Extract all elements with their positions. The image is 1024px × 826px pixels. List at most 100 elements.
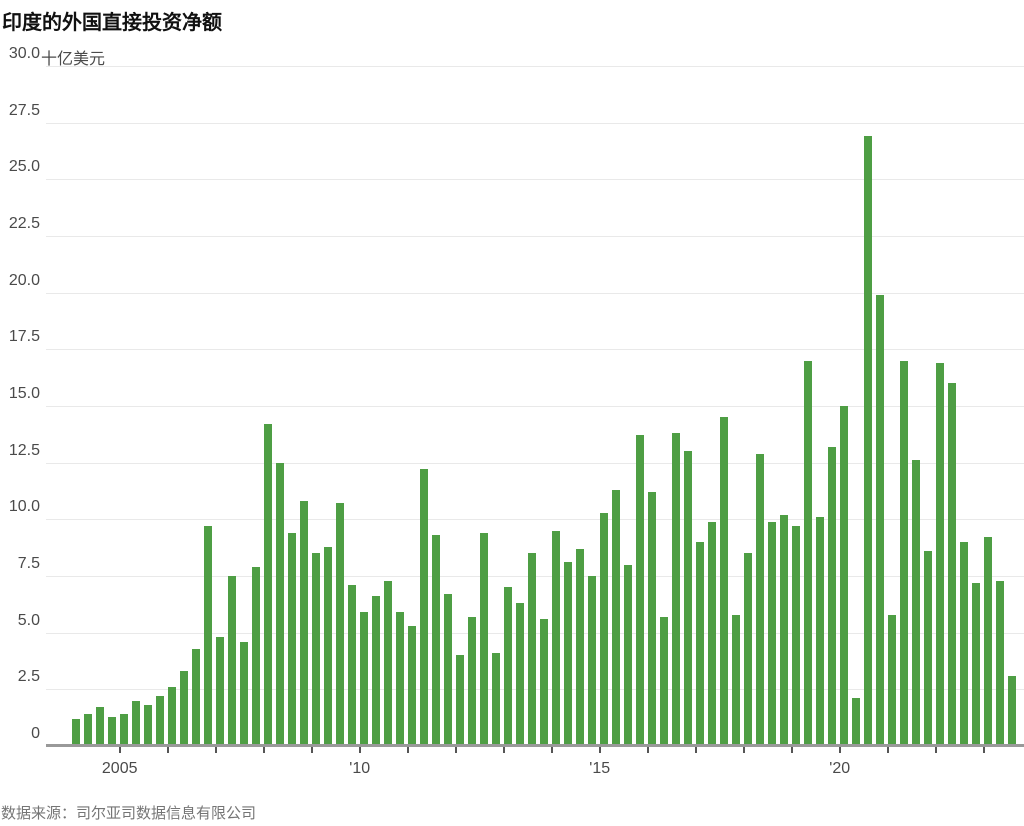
bar-2010-q1[interactable] [359, 612, 368, 746]
bar-2009-q2[interactable] [323, 546, 332, 746]
bar-2011-q1[interactable] [407, 625, 416, 746]
bar-2021-q4[interactable] [923, 551, 932, 746]
bar-2007-q3[interactable] [239, 641, 248, 746]
bar-2008-q2[interactable] [275, 462, 284, 746]
x-tick-2019 [790, 747, 793, 753]
bar-2012-q3[interactable] [479, 532, 488, 746]
bar-2022-q2[interactable] [947, 383, 956, 746]
bar-2019-q3[interactable] [815, 517, 824, 746]
bar-2010-q4[interactable] [395, 612, 404, 746]
bar-2022-q3[interactable] [959, 542, 968, 746]
bar-2013-q4[interactable] [539, 619, 548, 746]
bar-2019-q1[interactable] [791, 526, 800, 746]
bar-2004-q2[interactable] [83, 714, 92, 746]
x-tick-2015 [598, 747, 601, 753]
bar-2013-q3[interactable] [527, 553, 536, 746]
bar-2011-q2[interactable] [419, 469, 428, 746]
x-tick-2013 [502, 747, 505, 753]
bar-2020-q4[interactable] [875, 294, 884, 746]
bar-2021-q3[interactable] [911, 460, 920, 746]
bar-2021-q1[interactable] [887, 614, 896, 746]
x-tick-2017 [694, 747, 697, 753]
bar-2014-q1[interactable] [551, 530, 560, 746]
x-tick-2011 [406, 747, 409, 753]
bar-2020-q2[interactable] [851, 698, 860, 746]
bar-2016-q4[interactable] [683, 451, 692, 746]
bar-2006-q3[interactable] [191, 648, 200, 746]
bar-2009-q1[interactable] [311, 553, 320, 746]
bar-2019-q4[interactable] [827, 446, 836, 746]
bar-2016-q3[interactable] [671, 433, 680, 746]
y-tick-label: 10.0 [8, 498, 40, 516]
source-note: 数据来源：司尔亚司数据信息有限公司 [1, 805, 257, 822]
x-tick-label-2015: '15 [589, 760, 611, 777]
y-tick-label: 27.5 [8, 101, 40, 119]
bar-2007-q2[interactable] [227, 576, 236, 746]
bar-2014-q4[interactable] [587, 576, 596, 746]
bar-2004-q4[interactable] [107, 716, 116, 746]
bar-2019-q2[interactable] [803, 360, 812, 746]
bar-2012-q4[interactable] [491, 653, 500, 746]
bar-2017-q1[interactable] [695, 542, 704, 746]
bar-2006-q1[interactable] [167, 687, 176, 746]
bar-2023-q1[interactable] [983, 537, 992, 746]
bar-2012-q2[interactable] [467, 616, 476, 746]
x-tick-label-2005: 2005 [101, 760, 138, 777]
x-tick-2007 [214, 747, 217, 753]
bar-2005-q1[interactable] [119, 714, 128, 746]
bar-2023-q3[interactable] [1007, 675, 1016, 746]
x-tick-2010 [358, 747, 361, 753]
bar-2015-q1[interactable] [599, 512, 608, 746]
bar-2008-q4[interactable] [299, 501, 308, 746]
bar-2015-q4[interactable] [635, 435, 644, 746]
bar-2017-q3[interactable] [719, 417, 728, 746]
bar-2011-q3[interactable] [431, 535, 440, 746]
bar-2011-q4[interactable] [443, 594, 452, 746]
bar-2014-q2[interactable] [563, 562, 572, 746]
bar-2006-q4[interactable] [203, 526, 212, 746]
bar-2012-q1[interactable] [455, 655, 464, 746]
bar-2016-q2[interactable] [659, 616, 668, 746]
gridline [46, 179, 1024, 181]
bar-2013-q2[interactable] [515, 603, 524, 746]
x-tick-2008 [262, 747, 265, 753]
bar-2017-q4[interactable] [731, 614, 740, 746]
bar-2010-q2[interactable] [371, 596, 380, 746]
bar-2013-q1[interactable] [503, 587, 512, 746]
bar-2008-q3[interactable] [287, 532, 296, 746]
bar-2005-q3[interactable] [143, 705, 152, 746]
gridline [46, 292, 1024, 294]
bar-2015-q3[interactable] [623, 564, 632, 746]
bar-2018-q3[interactable] [767, 521, 776, 746]
bar-2004-q3[interactable] [95, 707, 104, 746]
bar-2008-q1[interactable] [263, 424, 272, 746]
bar-2021-q2[interactable] [899, 360, 908, 746]
bar-2007-q1[interactable] [215, 637, 224, 746]
bar-2022-q4[interactable] [971, 582, 980, 746]
bar-2005-q4[interactable] [155, 696, 164, 746]
gridline [46, 462, 1024, 464]
bar-2020-q1[interactable] [839, 406, 848, 746]
bar-2018-q2[interactable] [755, 453, 764, 746]
bar-2004-q1[interactable] [71, 718, 80, 746]
bar-2009-q3[interactable] [335, 503, 344, 746]
bar-2010-q3[interactable] [383, 580, 392, 746]
bar-2007-q4[interactable] [251, 566, 260, 746]
bar-2015-q2[interactable] [611, 489, 620, 746]
bar-2006-q2[interactable] [179, 671, 188, 746]
bar-2005-q2[interactable] [131, 700, 140, 746]
bar-2018-q1[interactable] [743, 553, 752, 746]
bar-2009-q4[interactable] [347, 585, 356, 746]
x-axis-line [46, 744, 1024, 747]
x-tick-2005 [118, 747, 121, 753]
y-tick-label: 22.5 [8, 215, 40, 232]
bar-2022-q1[interactable] [935, 362, 944, 746]
bar-2016-q1[interactable] [647, 492, 656, 746]
bar-2023-q2[interactable] [995, 580, 1004, 746]
bar-2018-q4[interactable] [779, 514, 788, 746]
chart-title: 印度的外国直接投资净额 [2, 12, 222, 34]
bar-2014-q3[interactable] [575, 548, 584, 746]
bar-2017-q2[interactable] [707, 521, 716, 746]
x-tick-2018 [742, 747, 745, 753]
bar-2020-q3[interactable] [863, 136, 872, 746]
